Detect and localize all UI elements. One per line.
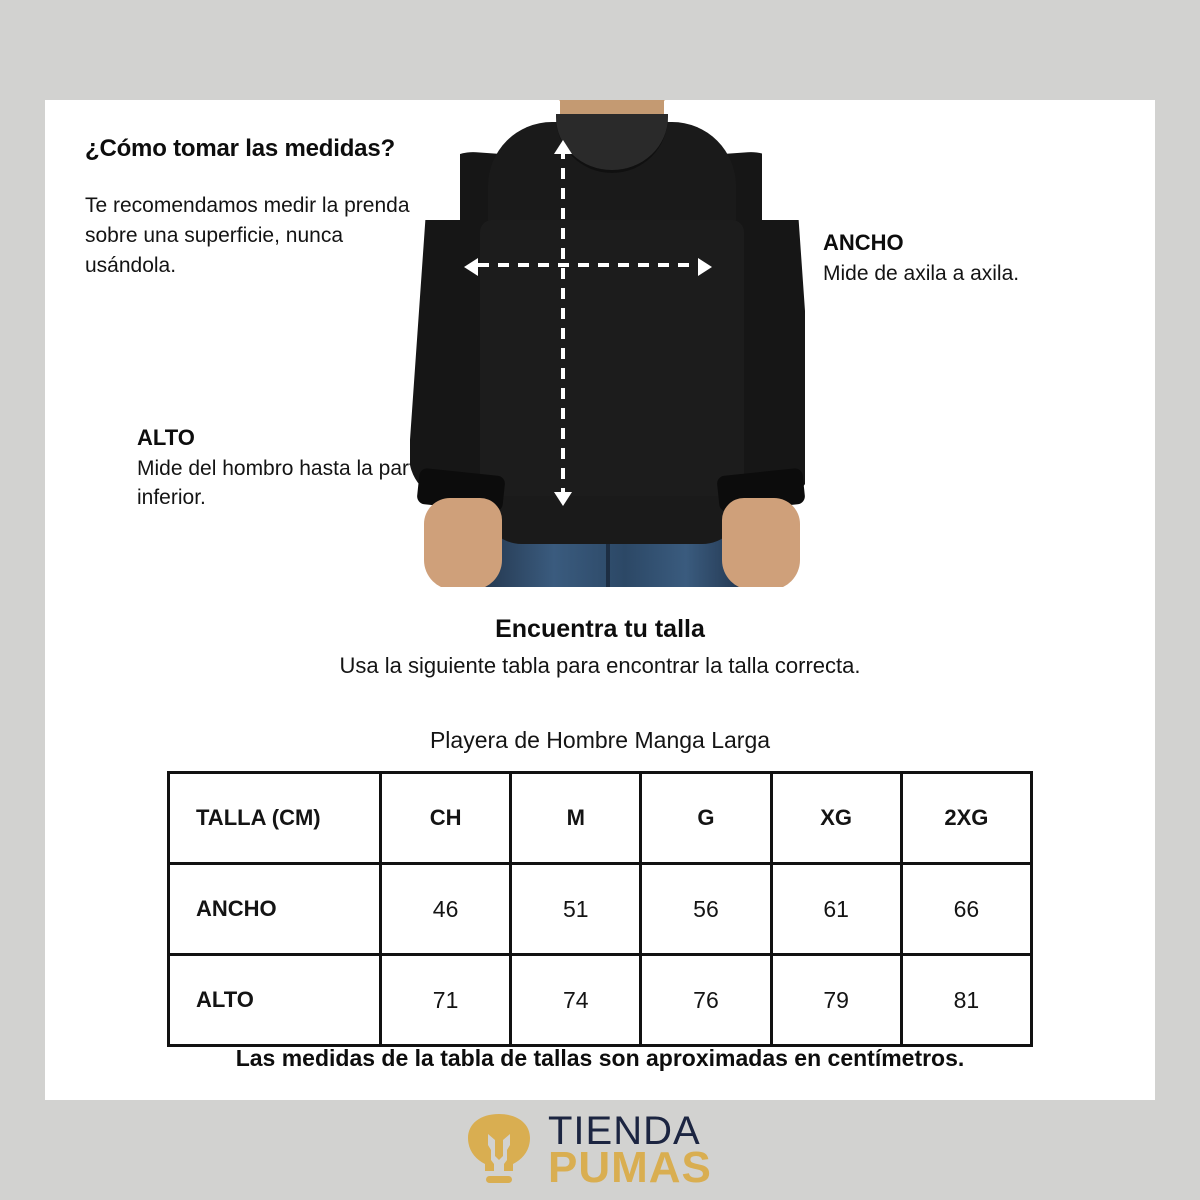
tienda-pumas-logo: TIENDA PUMAS bbox=[462, 1109, 792, 1200]
alto-arrow-line bbox=[561, 148, 565, 498]
table-header-cell-m: M bbox=[509, 771, 643, 865]
table-cell-ancho-g: 56 bbox=[639, 862, 773, 956]
measurements-footnote: Las medidas de la tabla de tallas son ap… bbox=[235, 1045, 965, 1071]
alto-arrow-head-bottom-icon bbox=[554, 492, 572, 506]
puma-head-icon bbox=[468, 1114, 530, 1183]
alto-description: Mide del hombro hasta la parte inferior. bbox=[137, 457, 427, 509]
size-guide-card: ¿Cómo tomar las medidas? Te recomendamos… bbox=[45, 100, 1155, 1100]
photo-mask-left bbox=[410, 100, 460, 220]
table-row: ALTO 71 74 76 79 81 bbox=[167, 953, 1034, 1047]
table-cell-ancho-m: 51 bbox=[509, 862, 643, 956]
table-cell-alto-ch: 71 bbox=[378, 953, 513, 1047]
table-cell-alto-g: 76 bbox=[639, 953, 773, 1047]
table-header-cell-g: G bbox=[639, 771, 773, 865]
model-hand-right bbox=[722, 498, 800, 587]
ancho-arrow-line bbox=[478, 263, 700, 267]
ancho-arrow-head-right-icon bbox=[698, 258, 712, 276]
table-row-label-ancho: ANCHO bbox=[167, 862, 382, 956]
ancho-description: Mide de axila a axila. bbox=[823, 262, 1020, 285]
table-cell-alto-xg: 79 bbox=[769, 953, 903, 1047]
alto-measurement-block: ALTO Mide del hombro hasta la parte infe… bbox=[137, 425, 457, 513]
find-size-title: Encuentra tu talla bbox=[495, 615, 705, 643]
ancho-label: ANCHO bbox=[823, 230, 904, 255]
table-cell-alto-m: 74 bbox=[509, 953, 643, 1047]
table-cell-alto-2xg: 81 bbox=[899, 953, 1034, 1047]
shirt-photo bbox=[410, 100, 805, 587]
table-row-label-alto: ALTO bbox=[167, 953, 382, 1047]
logo-line-tienda: TIENDA bbox=[548, 1109, 701, 1153]
shirt-hem bbox=[482, 496, 742, 544]
logo-line-pumas: PUMAS bbox=[548, 1143, 712, 1193]
table-header-cell-xg: XG bbox=[769, 771, 903, 865]
table-header-cell-ch: CH bbox=[378, 771, 513, 865]
jeans-fly bbox=[606, 518, 610, 587]
model-hand-left bbox=[424, 498, 502, 587]
table-cell-ancho-ch: 46 bbox=[378, 862, 513, 956]
table-header-cell-2xg: 2XG bbox=[899, 771, 1034, 865]
table-cell-ancho-xg: 61 bbox=[769, 862, 903, 956]
table-header-row: TALLA (CM) CH M G XG 2XG bbox=[167, 771, 1034, 865]
how-to-measure-block: ¿Cómo tomar las medidas? Te recomendamos… bbox=[85, 135, 435, 280]
ancho-arrow-head-left-icon bbox=[464, 258, 478, 276]
measuring-instructions-area: ¿Cómo tomar las medidas? Te recomendamos… bbox=[45, 100, 1155, 590]
find-size-subtitle: Usa la siguiente tabla para encontrar la… bbox=[339, 653, 861, 678]
how-to-measure-title: ¿Cómo tomar las medidas? bbox=[85, 135, 395, 162]
how-to-measure-text: Te recomendamos medir la prenda sobre un… bbox=[85, 194, 410, 277]
photo-mask-right bbox=[762, 100, 805, 220]
size-table: TALLA (CM) CH M G XG 2XG ANCHO 46 51 56 … bbox=[167, 771, 1034, 1047]
table-row: ANCHO 46 51 56 61 66 bbox=[167, 862, 1034, 956]
ancho-measurement-block: ANCHO Mide de axila a axila. bbox=[823, 230, 1143, 286]
table-cell-ancho-2xg: 66 bbox=[899, 862, 1034, 956]
size-table-caption: Playera de Hombre Manga Larga bbox=[429, 727, 771, 753]
alto-label: ALTO bbox=[137, 425, 195, 450]
alto-arrow-head-top-icon bbox=[554, 140, 572, 154]
logo-wordmark: TIENDA PUMAS bbox=[548, 1109, 712, 1193]
table-header-cell-talla: TALLA (CM) bbox=[167, 771, 382, 865]
